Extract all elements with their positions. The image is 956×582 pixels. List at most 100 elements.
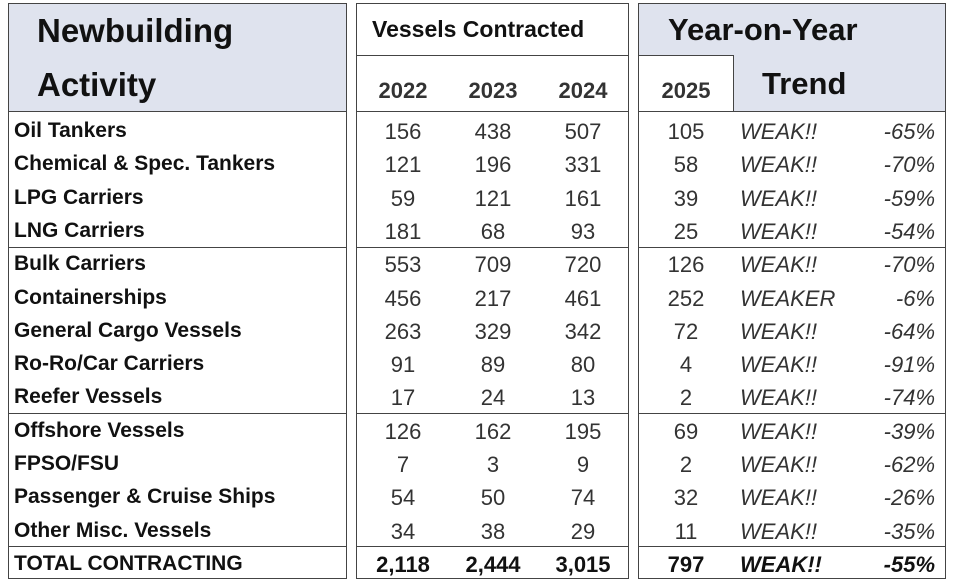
year-header: 2024 <box>558 78 608 103</box>
row-label: Other Misc. Vessels <box>14 518 212 542</box>
trend-label: WEAK!! <box>740 485 818 511</box>
cell-value: 195 <box>564 418 602 444</box>
cell-value: 507 <box>564 119 602 144</box>
cell-value: 25 <box>673 218 699 244</box>
trend-percent: -39% <box>883 418 935 444</box>
trend-label: WEAK!! <box>740 385 818 411</box>
trend-percent: -70% <box>883 252 935 278</box>
row-label: Reefer Vessels <box>14 385 163 409</box>
trend-label: WEAK!! <box>740 185 818 211</box>
cell-value: 91 <box>390 352 416 378</box>
trend-label: WEAKER <box>740 285 836 311</box>
cell-value: 709 <box>474 252 512 278</box>
header-cell <box>8 3 347 112</box>
cell-value: 29 <box>570 518 596 544</box>
cell-value: 17 <box>390 385 416 411</box>
trend-label: WEAK!! <box>740 352 818 378</box>
cell-value: 2 <box>679 385 693 411</box>
cell-value: 3,015 <box>555 552 611 577</box>
group-separator <box>356 247 629 248</box>
title: Newbuilding <box>37 12 234 49</box>
trend-label: WEAK!! <box>740 518 818 544</box>
trend-percent: -35% <box>883 518 935 544</box>
trend-label: WEAK!! <box>740 552 822 577</box>
row-label: Offshore Vessels <box>14 418 185 442</box>
year-header: 2022 <box>378 78 428 103</box>
cell-value: 331 <box>564 152 602 178</box>
trend-percent: -74% <box>883 385 935 411</box>
trend-label: WEAK!! <box>740 119 818 144</box>
trend-label: WEAK!! <box>740 318 818 344</box>
trend-percent: -55% <box>883 552 935 577</box>
trend-label: WEAK!! <box>740 252 818 278</box>
cell-value: 3 <box>486 452 500 477</box>
title: Activity <box>37 66 157 103</box>
cell-value: 69 <box>673 418 699 444</box>
cell-value: 329 <box>474 318 512 344</box>
row-label: Bulk Carriers <box>14 252 146 276</box>
column-group-header: Vessels Contracted <box>372 16 585 42</box>
cell-value: 438 <box>474 119 512 144</box>
trend-percent: -26% <box>883 485 935 511</box>
cell-value: 252 <box>667 285 705 311</box>
trend-percent: -6% <box>895 285 935 311</box>
group-separator <box>356 413 629 414</box>
cell-value: 126 <box>384 418 422 444</box>
cell-value: 68 <box>480 218 506 244</box>
cell-value: 9 <box>576 452 590 477</box>
cell-value: 156 <box>384 119 422 144</box>
trend-percent: -70% <box>883 152 935 178</box>
row-label: Passenger & Cruise Ships <box>14 485 276 509</box>
trend-percent: -64% <box>883 318 935 344</box>
row-label: General Cargo Vessels <box>14 318 242 342</box>
group-separator <box>8 413 347 414</box>
group-separator <box>638 546 946 547</box>
cell-value: 161 <box>564 185 602 211</box>
row-label: Ro-Ro/Car Carriers <box>14 352 205 376</box>
cell-value: 121 <box>474 185 512 211</box>
cell-value: 13 <box>570 385 596 411</box>
data-column <box>356 111 629 579</box>
trend-percent: -91% <box>883 352 935 378</box>
row-label: LPG Carriers <box>14 185 144 209</box>
cell-value: 4 <box>679 352 693 378</box>
trend-label: WEAK!! <box>740 218 818 244</box>
cell-value: 217 <box>474 285 512 311</box>
cell-value: 126 <box>667 252 705 278</box>
cell-value: 2 <box>679 452 693 477</box>
cell-value: 32 <box>673 485 699 511</box>
cell-value: 263 <box>384 318 422 344</box>
trend-column <box>638 111 946 579</box>
trend-percent: -59% <box>883 185 935 211</box>
cell-value: 2,118 <box>376 552 430 577</box>
trend-label: WEAK!! <box>740 452 818 477</box>
cell-value: 54 <box>390 485 416 511</box>
row-label: Oil Tankers <box>14 119 127 142</box>
cell-value: 342 <box>564 318 602 344</box>
trend-percent: -62% <box>883 452 935 477</box>
year-header: 2023 <box>468 78 518 103</box>
cell-value: 720 <box>564 252 602 278</box>
trend-label: WEAK!! <box>740 152 818 178</box>
cell-value: 24 <box>480 385 506 411</box>
cell-value: 74 <box>570 485 596 511</box>
group-separator <box>638 247 946 248</box>
year-header: 2025 <box>661 78 711 103</box>
cell-value: 162 <box>474 418 512 444</box>
trend-label: WEAK!! <box>740 418 818 444</box>
group-separator <box>8 247 347 248</box>
cell-value: 456 <box>384 285 422 311</box>
row-label: Chemical & Spec. Tankers <box>14 152 276 176</box>
cell-value: 797 <box>667 552 705 577</box>
cell-value: 2,444 <box>465 552 521 577</box>
group-separator <box>8 546 347 547</box>
cell-value: 39 <box>673 185 699 211</box>
group-separator <box>638 413 946 414</box>
trend-percent: -65% <box>883 119 935 144</box>
cell-value: 80 <box>570 352 596 378</box>
cell-value: 105 <box>667 119 705 144</box>
cell-value: 59 <box>390 185 416 211</box>
trend-header: Trend <box>762 66 847 101</box>
cell-value: 196 <box>474 152 512 178</box>
cell-value: 38 <box>480 518 506 544</box>
